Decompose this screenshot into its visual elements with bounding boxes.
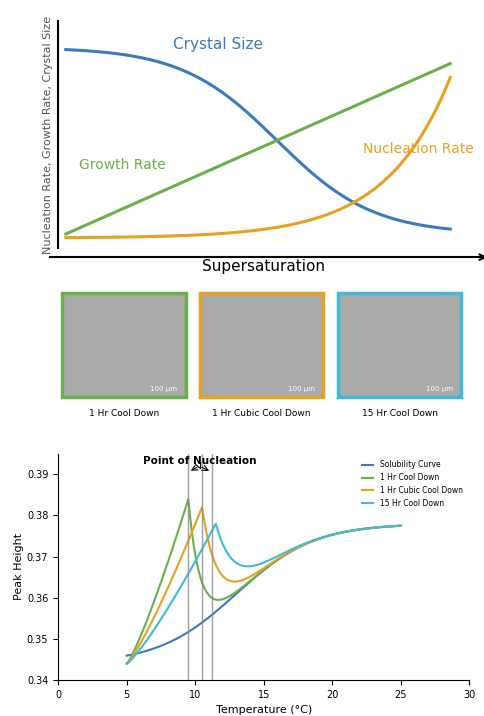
1 Hr Cool Down <box>349 526 355 535</box>
Solubility Curve <box>256 570 261 579</box>
Line: Solubility Curve: Solubility Curve <box>127 526 401 656</box>
Text: 15 Hr Cool Down: 15 Hr Cool Down <box>362 409 438 418</box>
Line: 1 Hr Cool Down: 1 Hr Cool Down <box>127 500 401 664</box>
Solubility Curve <box>348 526 354 535</box>
Legend: Solubility Curve, 1 Hr Cool Down, 1 Hr Cubic Cool Down, 15 Hr Cool Down: Solubility Curve, 1 Hr Cool Down, 1 Hr C… <box>359 458 466 511</box>
Text: 100 μm: 100 μm <box>288 386 315 392</box>
Text: Nucleation Rate: Nucleation Rate <box>363 142 473 156</box>
1 Hr Cubic Cool Down <box>392 522 398 531</box>
1 Hr Cubic Cool Down <box>124 659 130 668</box>
FancyBboxPatch shape <box>338 293 461 397</box>
1 Hr Cubic Cool Down <box>287 547 293 556</box>
1 Hr Cubic Cool Down <box>255 568 260 576</box>
1 Hr Cubic Cool Down <box>398 521 404 530</box>
1 Hr Cubic Cool Down <box>349 526 355 535</box>
15 Hr Cool Down <box>272 553 278 561</box>
Solubility Curve <box>398 521 404 530</box>
Text: Crystal Size: Crystal Size <box>173 37 263 52</box>
1 Hr Cubic Cool Down <box>256 567 262 576</box>
Line: 1 Hr Cubic Cool Down: 1 Hr Cubic Cool Down <box>127 508 401 664</box>
1 Hr Cool Down <box>185 495 191 504</box>
1 Hr Cool Down <box>124 659 130 668</box>
Line: 15 Hr Cool Down: 15 Hr Cool Down <box>127 524 401 664</box>
15 Hr Cool Down <box>392 522 398 531</box>
15 Hr Cool Down <box>349 526 355 535</box>
Text: Growth Rate: Growth Rate <box>78 158 166 172</box>
1 Hr Cool Down <box>272 557 278 566</box>
15 Hr Cool Down <box>398 521 404 530</box>
15 Hr Cool Down <box>287 546 293 554</box>
1 Hr Cool Down <box>287 548 293 556</box>
1 Hr Cubic Cool Down <box>199 503 205 512</box>
15 Hr Cool Down <box>213 520 219 528</box>
X-axis label: Temperature (°C): Temperature (°C) <box>216 705 312 715</box>
Text: 100 μm: 100 μm <box>426 386 453 392</box>
Text: 100 μm: 100 μm <box>151 386 177 392</box>
Solubility Curve <box>254 571 260 580</box>
Y-axis label: Nucleation Rate, Growth Rate, Crystal Size: Nucleation Rate, Growth Rate, Crystal Si… <box>43 16 53 254</box>
Solubility Curve <box>124 652 130 660</box>
FancyBboxPatch shape <box>62 293 185 397</box>
Text: Point of Nucleation: Point of Nucleation <box>143 456 256 466</box>
15 Hr Cool Down <box>256 560 262 569</box>
1 Hr Cool Down <box>256 569 262 578</box>
Text: Supersaturation: Supersaturation <box>202 258 325 274</box>
1 Hr Cool Down <box>398 521 404 530</box>
1 Hr Cool Down <box>392 522 398 531</box>
Solubility Curve <box>392 522 397 531</box>
Solubility Curve <box>287 548 293 556</box>
1 Hr Cubic Cool Down <box>272 556 278 565</box>
Text: 1 Hr Cubic Cool Down: 1 Hr Cubic Cool Down <box>212 409 311 418</box>
15 Hr Cool Down <box>124 659 130 668</box>
Solubility Curve <box>272 557 278 566</box>
1 Hr Cool Down <box>255 571 260 579</box>
FancyBboxPatch shape <box>200 293 323 397</box>
Text: 1 Hr Cool Down: 1 Hr Cool Down <box>89 409 159 418</box>
Y-axis label: Peak Height: Peak Height <box>14 533 24 601</box>
15 Hr Cool Down <box>255 561 260 569</box>
